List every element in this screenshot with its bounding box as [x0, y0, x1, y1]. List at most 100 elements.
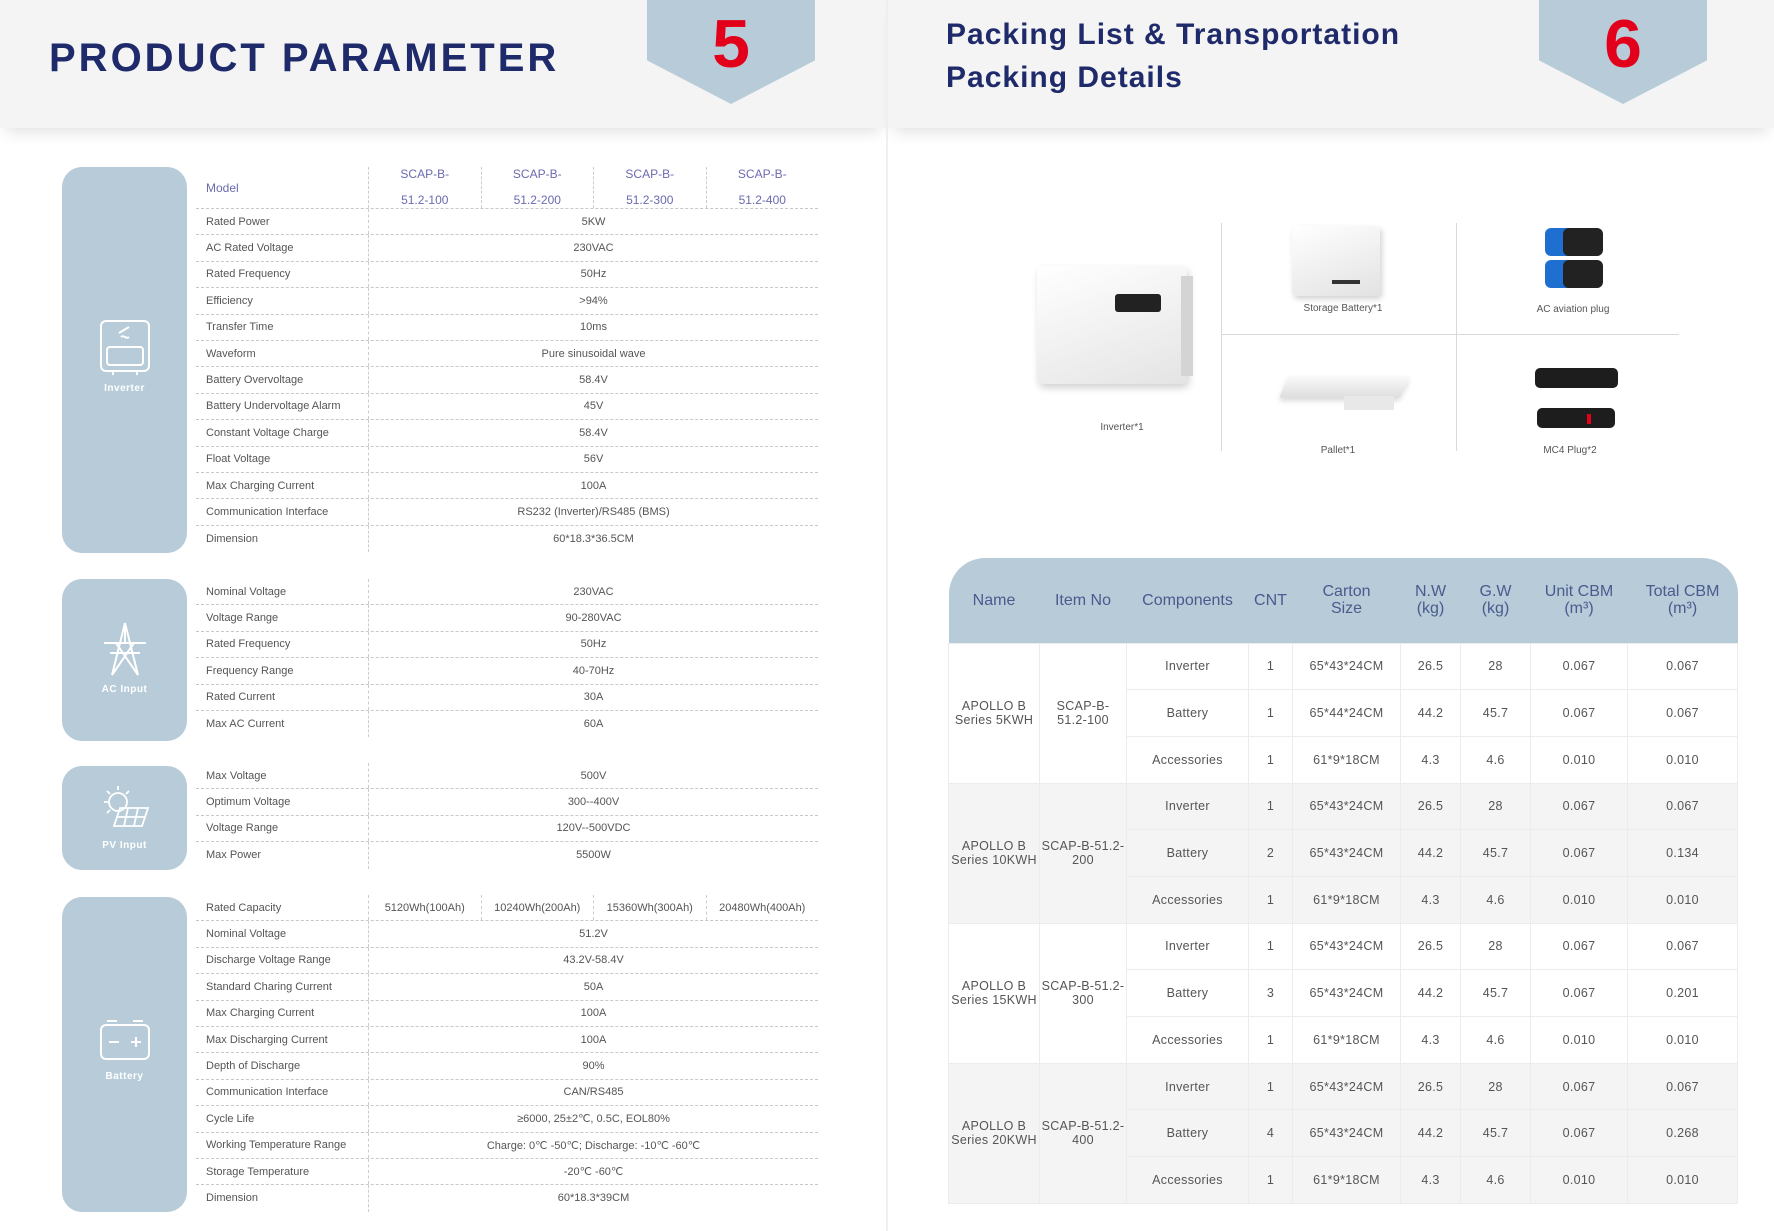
text-line: Series 15KWH — [951, 993, 1037, 1008]
inverter-caption: Inverter*1 — [1100, 422, 1144, 433]
spec-row: Nominal Voltage 51.2V — [196, 921, 818, 948]
table-cell: 65*43*24CM — [1292, 782, 1401, 831]
spec-value: CAN/RS485 — [563, 1086, 624, 1099]
table-cell: 61*9*18CM — [1292, 1016, 1401, 1064]
spec-value: -20℃ -60℃ — [563, 1166, 624, 1179]
spec-label: Nominal Voltage — [196, 579, 369, 605]
spec-value: 50Hz — [580, 268, 607, 281]
spec-value: 120V--500VDC — [556, 822, 631, 835]
spec-value: 100A — [580, 1033, 607, 1046]
table-cell: 45.7 — [1460, 829, 1531, 877]
table-cell: 0.010 — [1530, 1156, 1628, 1204]
table-cell: 0.010 — [1530, 875, 1628, 924]
table-cell: 0.010 — [1627, 735, 1738, 784]
table-cell: 0.067 — [1627, 782, 1738, 831]
pallet-caption: Pallet*1 — [1320, 445, 1356, 456]
spec-row: Max Power 5500W — [196, 842, 818, 869]
text-line: N.W — [1414, 583, 1447, 601]
model-row: Model SCAP-B- 51.2-100 SCAP-B- 51.2-200 SCAP-… — [196, 167, 818, 209]
table-row: APOLLO B Series 5KWH SCAP-B- 51.2-100 Invert… — [948, 642, 1738, 784]
pv-input-spec-table: Max Voltage 500V Optimum Voltage 300--400V V… — [196, 763, 818, 869]
table-cell: Accessories — [1126, 875, 1249, 924]
spec-value: 58.4V — [579, 374, 608, 387]
column-header: Total CBM (m³) — [1627, 558, 1738, 643]
table-cell: 65*43*24CM — [1292, 1109, 1401, 1158]
spec-row: Max Charging Current 100A — [196, 472, 818, 500]
spec-value: 5500W — [576, 849, 611, 862]
spec-label: Optimum Voltage — [196, 789, 369, 815]
table-cell: Accessories — [1126, 735, 1249, 784]
table-cell: 0.067 — [1530, 969, 1628, 1017]
spec-label: Rated Frequency — [196, 261, 369, 288]
spec-value: 90% — [582, 1060, 605, 1073]
table-cell: 0.010 — [1530, 735, 1628, 784]
inverter-label: Inverter — [104, 383, 145, 394]
spec-label: Max Charging Current — [196, 472, 369, 499]
spec-value: 60A — [583, 718, 604, 731]
text-line: 400 — [1072, 1133, 1094, 1148]
series-name: APOLLO B Series 10KWH — [948, 782, 1040, 924]
table-cell: 45.7 — [1460, 1109, 1531, 1158]
page-title-line1: Packing List & Transportation — [946, 18, 1401, 51]
battery-label: Battery — [105, 1071, 144, 1082]
table-cell: 28 — [1460, 1062, 1531, 1111]
spec-row: Voltage Range 90-280VAC — [196, 605, 818, 632]
table-cell: 1 — [1248, 1016, 1293, 1064]
spec-label: Discharge Voltage Range — [196, 947, 369, 974]
grid-line — [1456, 223, 1457, 451]
capacity-value: 20480Wh(400Ah) — [719, 901, 806, 914]
table-cell: 26.5 — [1400, 1062, 1461, 1111]
capacity-value: 10240Wh(200Ah) — [482, 895, 594, 921]
spec-label: Dimension — [196, 1185, 369, 1212]
spec-row: Storage Temperature -20℃ -60℃ — [196, 1158, 818, 1186]
spec-row: Max Charging Current 100A — [196, 1000, 818, 1027]
ac-input-label: AC Input — [101, 684, 148, 695]
table-cell: 1 — [1248, 735, 1293, 784]
table-cell: 4 — [1248, 1109, 1293, 1158]
column-header: CNT — [1248, 558, 1293, 643]
table-row: Accessories 1 61*9*18CM 4.3 4.6 0.010 0.010 — [949, 1156, 1738, 1204]
spec-label: Float Voltage — [196, 446, 369, 472]
spec-value: 56V — [583, 453, 604, 466]
storage-battery-caption: Storage Battery*1 — [1303, 303, 1383, 314]
mc4-plug-caption: MC4 Plug*2 — [1543, 445, 1597, 456]
table-cell: Battery — [1126, 689, 1249, 737]
column-header: Name — [948, 558, 1040, 643]
spec-value: 43.2V-58.4V — [563, 954, 624, 967]
spec-value: 50Hz — [580, 638, 607, 651]
spec-value: 100A — [580, 1007, 607, 1020]
pv-input-label: PV Input — [102, 840, 147, 851]
spec-row: Cycle Life ≥6000, 25±2℃, 0.5C, EOL80% — [196, 1106, 818, 1133]
item-no: SCAP-B-51.2- 400 — [1039, 1062, 1127, 1204]
power-tower-icon — [62, 621, 187, 682]
spec-value: 300--400V — [567, 796, 620, 809]
spec-row: Constant Voltage Charge 58.4V — [196, 420, 818, 447]
spec-label: Voltage Range — [196, 605, 369, 631]
text-line: CNT — [1254, 591, 1287, 609]
text-line: 51.2-200 — [513, 193, 561, 207]
table-cell: 65*43*24CM — [1292, 922, 1401, 971]
ac-aviation-plug-caption: AC aviation plug — [1536, 304, 1610, 315]
spec-row: Max AC Current 60A — [196, 710, 818, 738]
capacity-value: 5120Wh(100Ah) — [369, 895, 482, 921]
table-cell: 44.2 — [1400, 689, 1461, 737]
spec-row: Float Voltage 56V — [196, 446, 818, 473]
spec-value: Pure sinusoidal wave — [541, 347, 646, 360]
spec-row: Optimum Voltage 300--400V — [196, 789, 818, 816]
spec-row: Nominal Voltage 230VAC — [196, 579, 818, 606]
table-cell: 61*9*18CM — [1292, 1156, 1401, 1204]
table-row: Accessories 1 61*9*18CM 4.3 4.6 0.010 0.010 — [949, 735, 1738, 784]
spec-value: >94% — [579, 294, 608, 307]
text-line: (m³) — [1564, 600, 1594, 618]
solar-panel-icon — [62, 782, 187, 835]
spec-row: Depth of Discharge 90% — [196, 1053, 818, 1080]
page-divider — [886, 0, 888, 1231]
table-cell: 4.3 — [1400, 875, 1461, 924]
spec-label: Rated Frequency — [196, 631, 369, 658]
text-line: 300 — [1072, 993, 1094, 1008]
text-line: (kg) — [1481, 600, 1510, 618]
table-row: APOLLO B Series 15KWH SCAP-B-51.2- 300 Inver… — [948, 922, 1738, 1064]
table-cell: 0.067 — [1627, 642, 1738, 691]
spec-row: Waveform Pure sinusoidal wave — [196, 340, 818, 368]
inverter-card: Inverter — [62, 167, 187, 553]
